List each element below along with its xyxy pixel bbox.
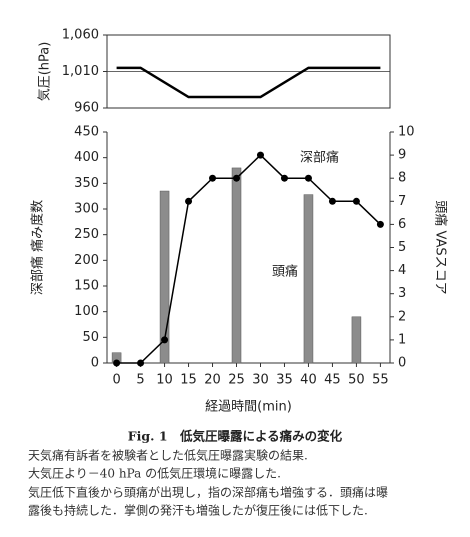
y-tick-label: 450 [74, 125, 99, 140]
series-label: 頭痛 [272, 264, 298, 280]
y-tick-label: 960 [74, 101, 99, 116]
x-tick-label: 20 [204, 373, 221, 388]
x-tick-label: 25 [228, 373, 245, 388]
y2-tick-label: 2 [398, 309, 406, 324]
x-tick-label: 50 [348, 373, 365, 388]
caption-title: Fig. 1 低気圧曝露による痛みの変化 [128, 429, 343, 444]
y-tick-label: 350 [74, 176, 99, 191]
bar [159, 190, 170, 364]
y-tick-label: 250 [74, 227, 99, 242]
line [116, 66, 381, 99]
x-tick-label: 0 [112, 373, 120, 388]
y-axis-label: 気圧(hPa) [37, 42, 53, 102]
point [280, 174, 288, 182]
caption-line: 気圧低下直後から頭痛が出現し，指の深部痛も増強する．頭痛は曝 [28, 485, 388, 500]
y2-tick-label: 0 [398, 356, 406, 371]
y-tick-label: 50 [82, 330, 99, 345]
x-tick-label: 35 [276, 373, 293, 388]
point [209, 174, 217, 182]
caption-line: 大気圧より－40 hPa の低気圧環境に曝露した. [28, 466, 281, 481]
x-tick-label: 5 [136, 373, 144, 388]
bar [303, 194, 314, 364]
caption-line: 露後も持続した．掌側の発汗も増強したが復圧後には低下した. [28, 503, 368, 518]
y2-tick-label: 9 [398, 148, 406, 163]
y-tick-label: 1,010 [62, 64, 99, 79]
x-tick-label: 55 [372, 373, 389, 388]
x-tick-label: 30 [252, 373, 269, 388]
point [137, 359, 145, 367]
point [113, 359, 121, 367]
x-tick-label: 15 [180, 373, 197, 388]
y-tick-label: 200 [74, 253, 99, 268]
point [161, 336, 169, 344]
point [233, 174, 241, 182]
y2-tick-label: 4 [398, 263, 406, 278]
series-label: 深部痛 [300, 150, 339, 166]
line [116, 154, 381, 364]
bar [231, 167, 242, 364]
point [328, 197, 336, 205]
point [304, 174, 312, 182]
point [185, 197, 193, 205]
y2-tick-label: 10 [398, 125, 415, 140]
y2-tick-label: 6 [398, 217, 406, 232]
point [376, 220, 384, 228]
y2-tick-label: 8 [398, 171, 406, 186]
y2-tick-label: 5 [398, 240, 406, 255]
y-tick-label: 100 [74, 304, 99, 319]
y2-tick-label: 3 [398, 286, 406, 301]
y-tick-label: 150 [74, 279, 99, 294]
y2-tick-label: 1 [398, 332, 406, 347]
point [256, 151, 264, 159]
y2-axis-label: 頭痛 VASスコア [433, 200, 449, 294]
y-tick-label: 0 [91, 356, 99, 371]
x-tick-label: 40 [300, 373, 317, 388]
y-tick-label: 300 [74, 202, 99, 217]
point [352, 197, 360, 205]
y2-tick-label: 7 [398, 194, 406, 209]
y-tick-label: 1,060 [62, 28, 99, 43]
x-tick-label: 45 [324, 373, 341, 388]
caption-line: 天気痛有訴者を被験者とした低気圧曝露実験の結果. [28, 448, 308, 463]
x-tick-label: 10 [156, 373, 173, 388]
x-axis-label: 経過時間(min) [205, 400, 292, 415]
y-tick-label: 400 [74, 150, 99, 165]
y-axis-label: 深部痛 痛み度数 [30, 200, 46, 295]
bar [351, 316, 362, 364]
